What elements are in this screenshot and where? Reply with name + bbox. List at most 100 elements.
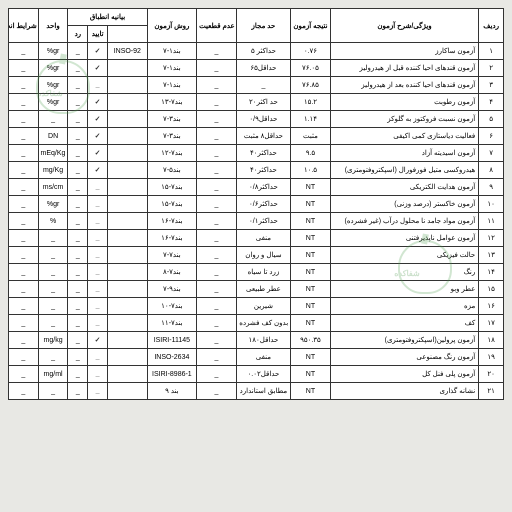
cell-method: بند۵-۷	[147, 162, 197, 179]
cell-compliance	[108, 264, 148, 281]
cell-test: آزمون خاکستر (درصد وزنی)	[330, 196, 479, 213]
cell-test: آزمون عوامل ناپذیرفتنی	[330, 230, 479, 247]
test-results-table: ردیف ویژگی/شرح آزمون نتیجه آزمون حد مجاز…	[8, 8, 504, 400]
cell-uncertainty: _	[197, 179, 237, 196]
cell-limit: عطر طبیعی	[236, 281, 290, 298]
cell-result: NT	[291, 213, 331, 230]
col-accept: تایید	[88, 26, 108, 43]
cell-unit: mEq/Kg	[38, 145, 68, 162]
table-row: ۴آزمون رطوبت۱۵.۲حد اکثر۲۰_بند۷-۱۳✓_gr%_	[9, 94, 504, 111]
cell-result: NT	[291, 230, 331, 247]
cell-test: آزمون پلی فنل کل	[330, 366, 479, 383]
cell-reject: _	[68, 247, 88, 264]
cell-conditions: _	[9, 145, 39, 162]
cell-unit: mg/ml	[38, 366, 68, 383]
table-row: ۹آزمون هدایت الکتریکیNTحداکثر۰/۸_بند۷-۱۵…	[9, 179, 504, 196]
cell-method: بند۷-۱۱	[147, 315, 197, 332]
cell-limit: _	[236, 77, 290, 94]
cell-unit: gr%	[38, 43, 68, 60]
table-row: ۷آزمون اسیدیته آزاد۹.۵حداکثر۴۰_بند۷-۱۲✓_…	[9, 145, 504, 162]
table-row: ۱۹آزمون رنگ مصنوعیNTمنفی_INSO-2634____	[9, 349, 504, 366]
cell-uncertainty: _	[197, 315, 237, 332]
cell-compliance	[108, 94, 148, 111]
cell-compliance	[108, 332, 148, 349]
cell-limit: حداکثر۰/۱	[236, 213, 290, 230]
cell-limit: حداکثر۴۰	[236, 145, 290, 162]
cell-accept: _	[88, 77, 108, 94]
cell-method: بند۷-۱۵	[147, 196, 197, 213]
cell-limit: حداقل۰/۹	[236, 111, 290, 128]
cell-conditions: _	[9, 349, 39, 366]
cell-result: ۹۵۰.۳۵	[291, 332, 331, 349]
cell-conditions: _	[9, 213, 39, 230]
cell-compliance	[108, 298, 148, 315]
col-method: روش آزمون	[147, 9, 197, 43]
cell-test: آزمون مواد جامد نا محلول درآب (غیر فشرده…	[330, 213, 479, 230]
cell-rownum: ۲	[479, 60, 504, 77]
cell-method: بند۷-۱۶	[147, 213, 197, 230]
cell-accept: _	[88, 349, 108, 366]
cell-rownum: ۹	[479, 179, 504, 196]
table-row: ۱۸آزمون پرولین(اسپکتروفتومتری)۹۵۰.۳۵حداق…	[9, 332, 504, 349]
cell-rownum: ۱۷	[479, 315, 504, 332]
cell-conditions: _	[9, 43, 39, 60]
cell-rownum: ۱۱	[479, 213, 504, 230]
col-reject: رد	[68, 26, 88, 43]
cell-uncertainty: _	[197, 196, 237, 213]
cell-result: ۱۰.۵	[291, 162, 331, 179]
cell-unit: mg/Kg	[38, 162, 68, 179]
cell-accept: _	[88, 264, 108, 281]
cell-rownum: ۳	[479, 77, 504, 94]
cell-compliance: INSO-92	[108, 43, 148, 60]
col-conditions: شرایط انجام آزمون	[9, 9, 39, 43]
cell-method: بند۷-۱۶	[147, 230, 197, 247]
cell-compliance	[108, 315, 148, 332]
cell-rownum: ۷	[479, 145, 504, 162]
cell-conditions: _	[9, 94, 39, 111]
cell-conditions: _	[9, 247, 39, 264]
cell-reject: _	[68, 179, 88, 196]
cell-rownum: ۱۹	[479, 349, 504, 366]
cell-result: ۱.۱۴	[291, 111, 331, 128]
cell-compliance	[108, 162, 148, 179]
cell-compliance	[108, 383, 148, 400]
table-row: ۱۱آزمون مواد جامد نا محلول درآب (غیر فشر…	[9, 213, 504, 230]
cell-uncertainty: _	[197, 230, 237, 247]
table-row: ۲۱نشانه گذاریNTمطابق استاندارد_بند ۹____	[9, 383, 504, 400]
cell-test: آزمون اسیدیته آزاد	[330, 145, 479, 162]
cell-test: آزمون قندهای احیا کننده قبل از هیدرولیز	[330, 60, 479, 77]
table-row: ۲آزمون قندهای احیا کننده قبل از هیدرولیز…	[9, 60, 504, 77]
cell-rownum: ۶	[479, 128, 504, 145]
cell-accept: _	[88, 281, 108, 298]
cell-accept: ✓	[88, 111, 108, 128]
cell-unit: _	[38, 298, 68, 315]
cell-test: آزمون رنگ مصنوعی	[330, 349, 479, 366]
cell-limit: شیرین	[236, 298, 290, 315]
cell-test: کف	[330, 315, 479, 332]
cell-test: آزمون پرولین(اسپکتروفتومتری)	[330, 332, 479, 349]
cell-conditions: _	[9, 264, 39, 281]
cell-unit: _	[38, 349, 68, 366]
cell-method: بند۷-۱۳	[147, 94, 197, 111]
cell-limit: حداکثر۰/۸	[236, 179, 290, 196]
cell-rownum: ۱۰	[479, 196, 504, 213]
cell-unit: DN	[38, 128, 68, 145]
table-row: ۱۲آزمون عوامل ناپذیرفتنیNTمنفی_بند۷-۱۶__…	[9, 230, 504, 247]
cell-rownum: ۱۲	[479, 230, 504, 247]
cell-uncertainty: _	[197, 298, 237, 315]
cell-compliance	[108, 179, 148, 196]
cell-unit: gr%	[38, 77, 68, 94]
col-result: نتیجه آزمون	[291, 9, 331, 43]
cell-uncertainty: _	[197, 128, 237, 145]
cell-reject: _	[68, 43, 88, 60]
col-row: ردیف	[479, 9, 504, 43]
cell-limit: زرد تا سیاه	[236, 264, 290, 281]
cell-rownum: ۴	[479, 94, 504, 111]
cell-reject: _	[68, 366, 88, 383]
cell-test: فعالیت دیاستازی کمی اکیفی	[330, 128, 479, 145]
cell-accept: _	[88, 179, 108, 196]
cell-limit: حداقل۶۵	[236, 60, 290, 77]
cell-accept: _	[88, 298, 108, 315]
cell-rownum: ۱۳	[479, 247, 504, 264]
cell-conditions: _	[9, 179, 39, 196]
